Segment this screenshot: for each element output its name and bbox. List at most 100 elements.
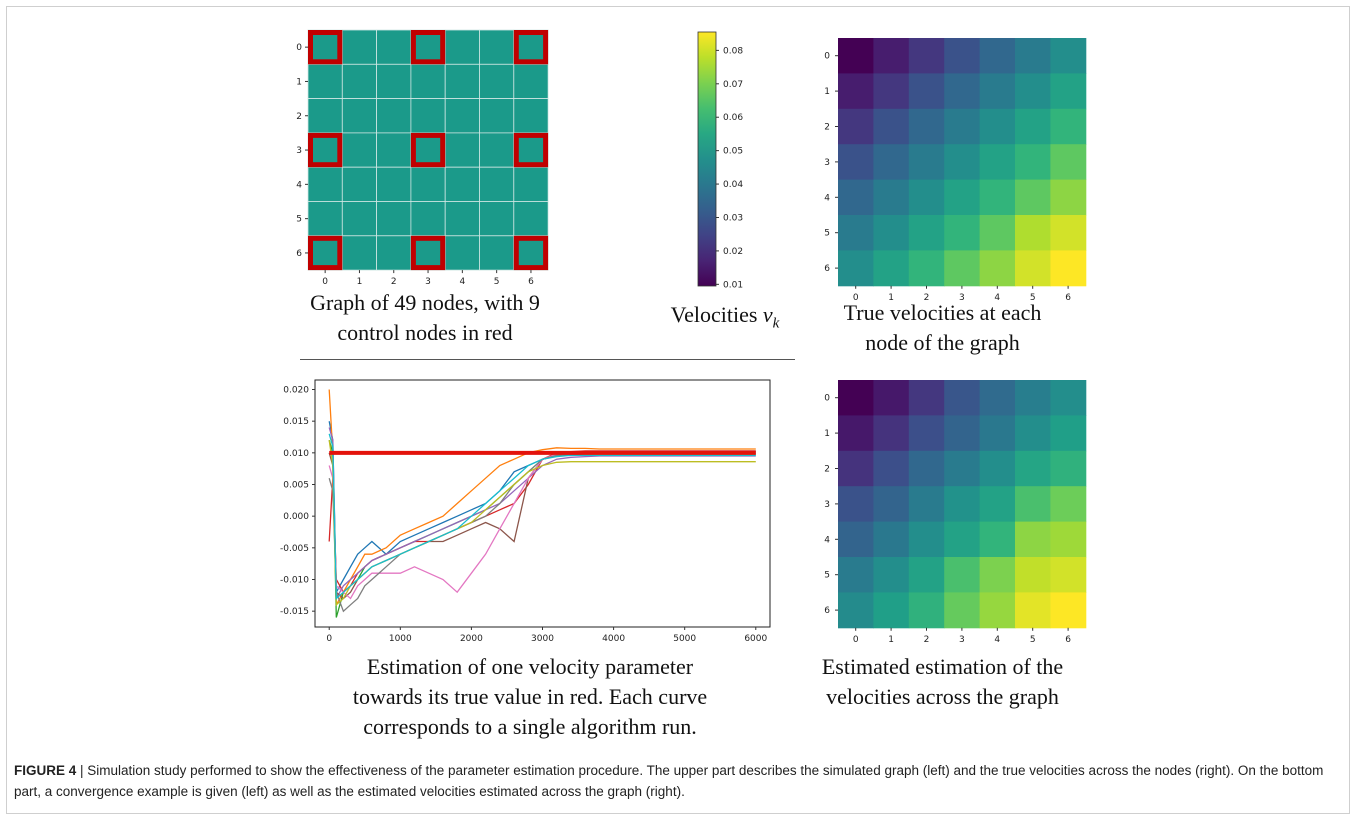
heatmap-cell	[873, 380, 910, 416]
heatmap-cell	[944, 73, 981, 110]
grid-cell	[513, 29, 549, 65]
y-tick-label: 3	[296, 146, 302, 156]
heatmap-cell	[944, 380, 981, 416]
control-node-marker	[308, 30, 343, 65]
heatmap-cell	[873, 250, 910, 287]
heatmap-cell	[1050, 73, 1087, 110]
heatmap-cell	[979, 38, 1016, 74]
grid-cell	[376, 201, 412, 237]
heatmap-cell	[1015, 557, 1051, 593]
heatmap-cell	[1015, 38, 1051, 74]
y-tick-label: 3	[824, 500, 830, 510]
heatmap-cell	[838, 557, 874, 593]
heatmap-cell	[873, 415, 910, 452]
grid-cell	[513, 166, 549, 202]
control-node-marker	[410, 235, 446, 271]
grid-cell	[479, 98, 515, 134]
grid-cell	[376, 132, 412, 168]
colorbar-tick-label: 0.03	[723, 213, 743, 223]
heatmap-cell	[1015, 179, 1051, 216]
x-tick-label: 4000	[602, 634, 625, 644]
estimated-caption-line2: velocities across the graph	[826, 684, 1059, 709]
heatmap-cell	[944, 215, 981, 251]
heatmap-cell	[1015, 415, 1051, 452]
control-node-marker	[513, 30, 549, 65]
run-series-line	[328, 433, 756, 600]
true-caption: True velocities at each node of the grap…	[800, 298, 1085, 358]
heatmap-cell	[1050, 450, 1087, 487]
run-series-line	[328, 389, 756, 608]
grid-cell	[513, 63, 549, 99]
heatmap-cell	[873, 179, 910, 216]
heatmap-cell	[873, 557, 910, 593]
grid-cell	[513, 235, 549, 271]
x-tick-label: 3	[959, 293, 965, 303]
grid-cell	[444, 63, 480, 99]
y-tick-label: 0	[824, 394, 830, 404]
heatmap-cell	[1050, 380, 1087, 416]
grid-cell	[479, 201, 515, 237]
x-tick-label: 4	[994, 635, 1000, 645]
heatmap-cell	[873, 108, 910, 145]
heatmap-cell	[1050, 415, 1087, 452]
heatmap-cell	[908, 450, 945, 487]
heatmap-cell	[838, 108, 874, 145]
y-tick-label: 1	[296, 77, 302, 87]
heatmap-cell	[1050, 144, 1087, 181]
heatmap-cell	[979, 144, 1016, 181]
grid-cell	[410, 132, 446, 168]
heatmap-cell	[1050, 250, 1087, 287]
heatmap-cell	[979, 450, 1016, 487]
heatmap-cell	[873, 38, 910, 74]
grid-cell	[479, 29, 515, 65]
grid-cell	[341, 132, 377, 168]
control-node-marker	[410, 132, 446, 168]
y-tick-label: -0.005	[280, 544, 309, 554]
heatmap-cell	[873, 450, 910, 487]
heatmap-cell	[838, 215, 874, 251]
heatmap-cell	[1050, 108, 1087, 145]
heatmap-cell	[908, 521, 945, 558]
y-tick-label: 0	[296, 43, 302, 53]
grid-cell	[376, 29, 412, 65]
heatmap-cell	[1015, 380, 1051, 416]
y-tick-label: 4	[824, 535, 830, 545]
x-tick-label: 0	[853, 293, 859, 303]
estimated-velocities-heatmap: 0 0 1 1 2 2 3 3 4 4 5 5 6 6	[824, 380, 1087, 645]
colorbar-tick-label: 0.01	[723, 280, 743, 290]
x-tick-label: 2	[924, 293, 930, 303]
grid-cell	[444, 235, 480, 271]
y-tick-label: 6	[824, 264, 830, 274]
x-tick-label: 5	[494, 277, 500, 287]
heatmap-cell	[873, 144, 910, 181]
heatmap-cell	[908, 250, 945, 287]
heatmap-cell	[838, 592, 874, 629]
grid-cell	[410, 98, 446, 134]
y-tick-label: -0.010	[280, 576, 309, 586]
x-tick-label: 2	[924, 635, 930, 645]
heatmap-cell	[873, 592, 910, 629]
heatmap-cell	[1015, 144, 1051, 181]
grid-cell	[307, 166, 343, 202]
control-node-marker	[410, 30, 446, 65]
heatmap-cell	[1050, 486, 1087, 523]
y-tick-label: 6	[296, 249, 302, 259]
heatmap-cell	[1050, 557, 1087, 593]
heatmap-cell	[838, 38, 874, 74]
convergence-caption-line2: towards its true value in red. Each curv…	[352, 684, 708, 709]
grid-cell	[513, 201, 549, 237]
heatmap-cell	[1050, 179, 1087, 216]
grid-cell	[307, 29, 343, 65]
heatmap-cell	[979, 215, 1016, 251]
figure-caption-text: | Simulation study performed to show the…	[14, 763, 1324, 799]
heatmap-cell	[908, 592, 945, 629]
heatmap-cell	[979, 415, 1016, 452]
control-node-marker	[308, 132, 343, 168]
x-tick-label: 6000	[744, 634, 767, 644]
grid-cell	[479, 63, 515, 99]
y-tick-label: 5	[824, 571, 830, 581]
x-tick-label: 3	[425, 277, 431, 287]
heatmap-cell	[908, 108, 945, 145]
heatmap-cell	[1050, 592, 1087, 629]
heatmap-cell	[979, 179, 1016, 216]
